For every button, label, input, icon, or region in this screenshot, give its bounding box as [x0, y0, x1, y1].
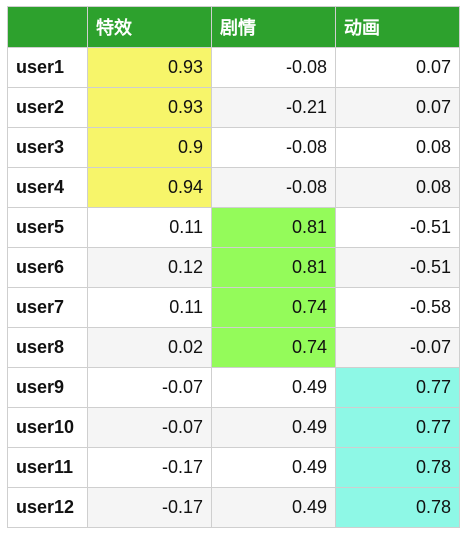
- table-row: user4 0.94 -0.08 0.08: [7, 167, 460, 208]
- table-row: user2 0.93 -0.21 0.07: [7, 87, 460, 128]
- row-user-label: user11: [7, 447, 88, 488]
- table-row: user9 -0.07 0.49 0.77: [7, 367, 460, 408]
- row-user-label: user1: [7, 47, 88, 88]
- table-body: user1 0.93 -0.08 0.07 user2 0.93 -0.21 0.07 user…: [7, 47, 460, 528]
- header-cell-plot: 剧情: [211, 6, 336, 48]
- table-row: user12 -0.17 0.49 0.78: [7, 487, 460, 528]
- row-value-cell: 0.93: [87, 87, 212, 128]
- row-value-cell: -0.07: [87, 407, 212, 448]
- row-value-cell: -0.51: [335, 207, 460, 248]
- row-value-cell: -0.21: [211, 87, 336, 128]
- row-user-label: user7: [7, 287, 88, 328]
- row-value-cell: -0.08: [211, 47, 336, 88]
- row-value-cell: 0.77: [335, 407, 460, 448]
- table-container: 特效 剧情 动画 user1 0.93 -0.08 0.07 user2 0.93 -0.2…: [7, 6, 460, 528]
- row-value-cell: 0.93: [87, 47, 212, 88]
- row-value-cell: 0.08: [335, 127, 460, 168]
- row-value-cell: 0.49: [211, 447, 336, 488]
- user-genre-table: 特效 剧情 动画 user1 0.93 -0.08 0.07 user2 0.93 -0.2…: [7, 6, 460, 528]
- row-value-cell: 0.78: [335, 487, 460, 528]
- row-value-cell: 0.49: [211, 367, 336, 408]
- row-value-cell: -0.07: [87, 367, 212, 408]
- row-value-cell: 0.07: [335, 47, 460, 88]
- header-cell-effects: 特效: [87, 6, 212, 48]
- row-value-cell: 0.12: [87, 247, 212, 288]
- row-value-cell: 0.74: [211, 327, 336, 368]
- row-value-cell: 0.74: [211, 287, 336, 328]
- row-value-cell: 0.11: [87, 207, 212, 248]
- table-row: user8 0.02 0.74 -0.07: [7, 327, 460, 368]
- row-value-cell: 0.07: [335, 87, 460, 128]
- table-row: user3 0.9 -0.08 0.08: [7, 127, 460, 168]
- table-row: user6 0.12 0.81 -0.51: [7, 247, 460, 288]
- row-user-label: user10: [7, 407, 88, 448]
- row-value-cell: -0.17: [87, 487, 212, 528]
- row-value-cell: 0.77: [335, 367, 460, 408]
- header-cell-user: [7, 6, 88, 48]
- row-value-cell: 0.11: [87, 287, 212, 328]
- row-value-cell: 0.94: [87, 167, 212, 208]
- row-user-label: user5: [7, 207, 88, 248]
- table-row: user7 0.11 0.74 -0.58: [7, 287, 460, 328]
- row-user-label: user4: [7, 167, 88, 208]
- table-row: user1 0.93 -0.08 0.07: [7, 47, 460, 88]
- table-row: user11 -0.17 0.49 0.78: [7, 447, 460, 488]
- table-row: user5 0.11 0.81 -0.51: [7, 207, 460, 248]
- row-value-cell: 0.08: [335, 167, 460, 208]
- row-user-label: user8: [7, 327, 88, 368]
- row-user-label: user3: [7, 127, 88, 168]
- row-value-cell: 0.9: [87, 127, 212, 168]
- row-value-cell: 0.81: [211, 247, 336, 288]
- row-user-label: user2: [7, 87, 88, 128]
- row-value-cell: -0.17: [87, 447, 212, 488]
- row-value-cell: 0.81: [211, 207, 336, 248]
- header-cell-animation: 动画: [335, 6, 460, 48]
- table-row: user10 -0.07 0.49 0.77: [7, 407, 460, 448]
- row-value-cell: 0.49: [211, 407, 336, 448]
- row-value-cell: -0.08: [211, 127, 336, 168]
- row-value-cell: -0.58: [335, 287, 460, 328]
- table-header: 特效 剧情 动画: [7, 6, 460, 48]
- row-value-cell: -0.07: [335, 327, 460, 368]
- row-user-label: user9: [7, 367, 88, 408]
- header-row: 特效 剧情 动画: [7, 6, 460, 48]
- row-value-cell: -0.08: [211, 167, 336, 208]
- row-user-label: user6: [7, 247, 88, 288]
- row-value-cell: 0.49: [211, 487, 336, 528]
- row-value-cell: -0.51: [335, 247, 460, 288]
- row-user-label: user12: [7, 487, 88, 528]
- row-value-cell: 0.02: [87, 327, 212, 368]
- row-value-cell: 0.78: [335, 447, 460, 488]
